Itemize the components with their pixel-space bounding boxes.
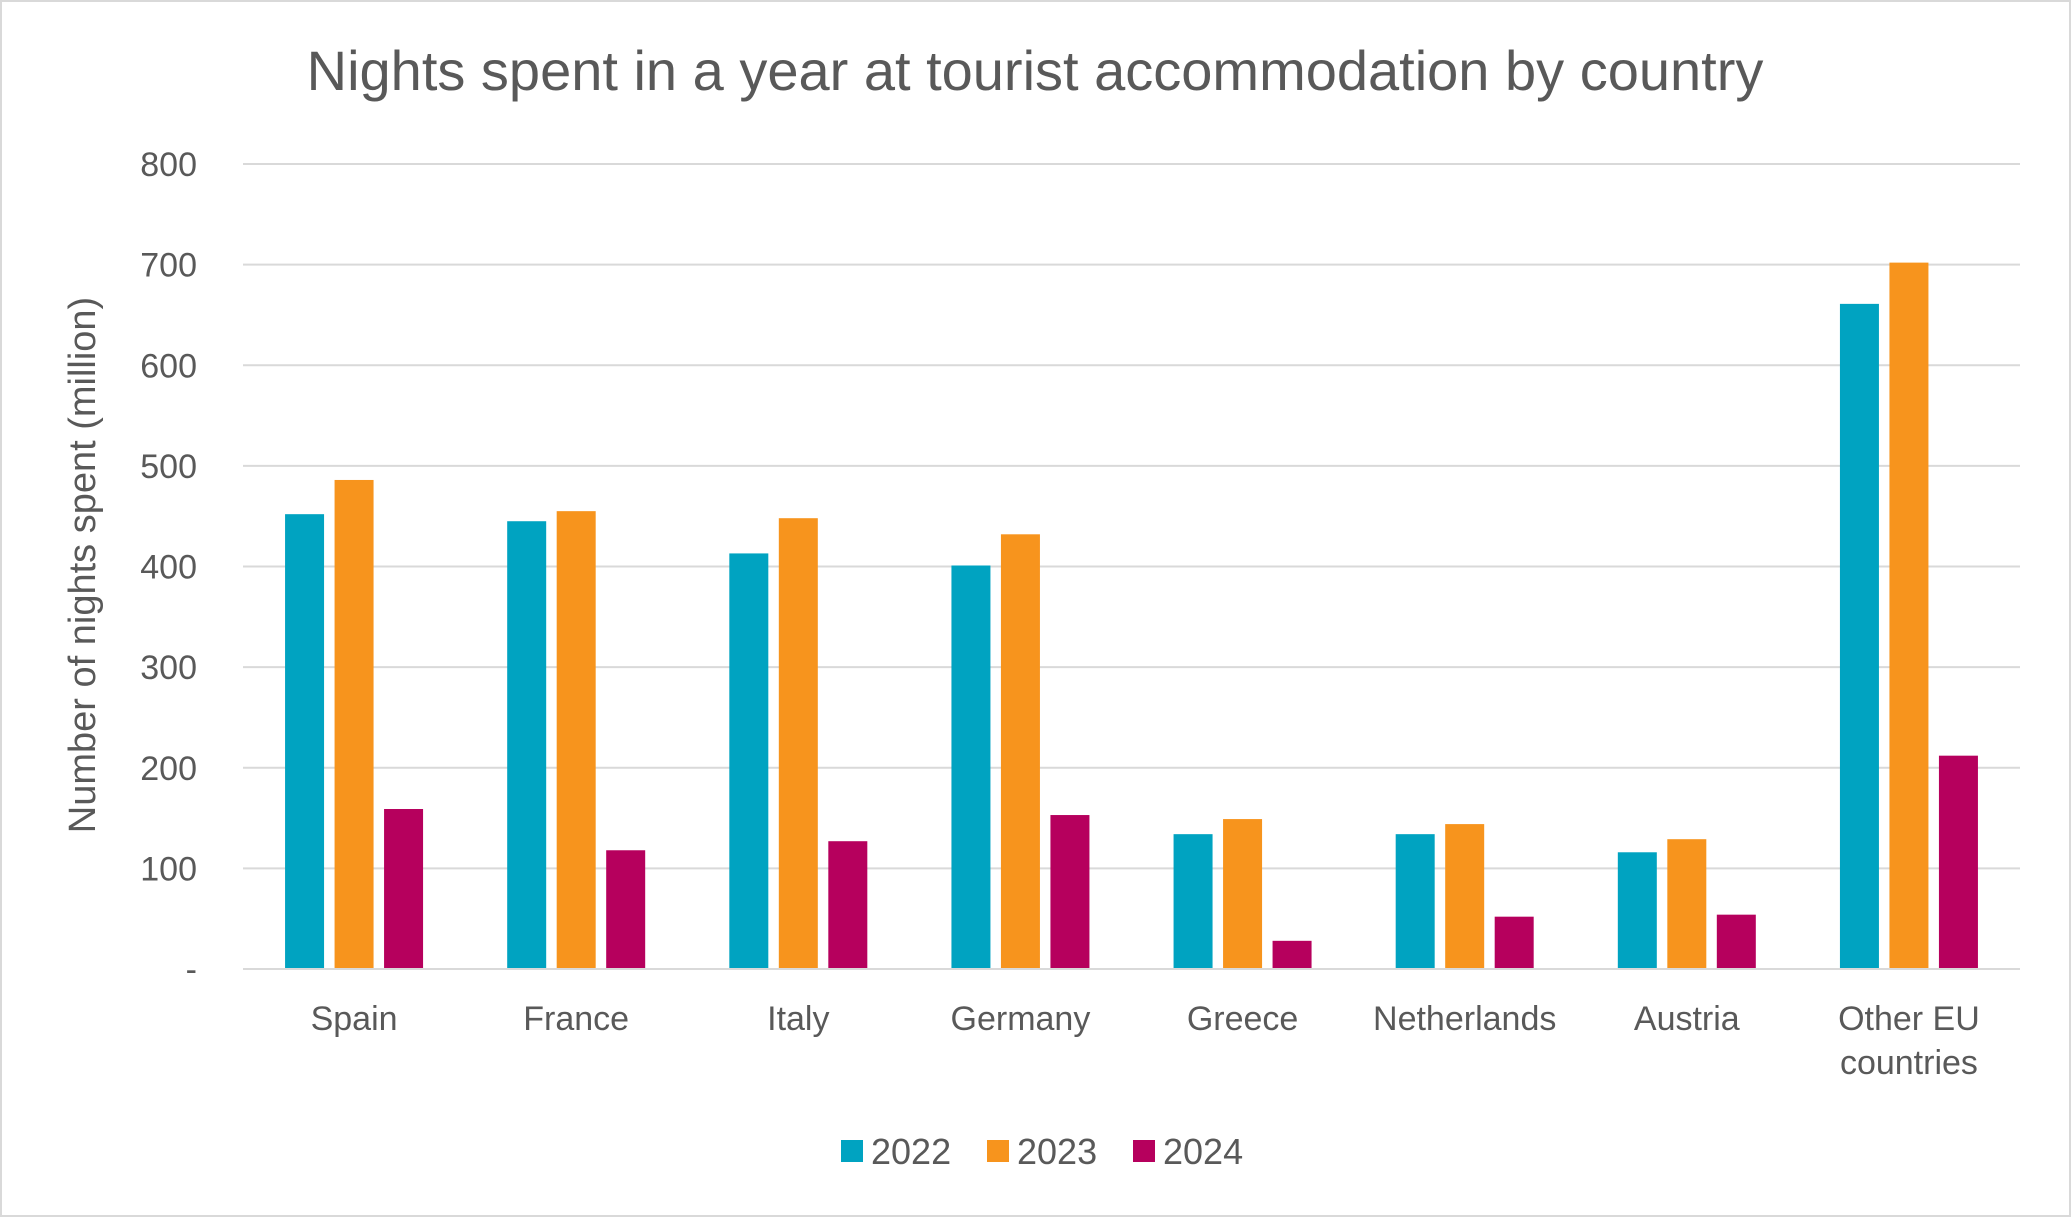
- legend-item-2024: 2024: [1133, 1131, 1243, 1172]
- y-axis-label: Number of nights spent (million): [62, 297, 104, 833]
- bar-2023-2: [778, 518, 818, 969]
- bar-2022-5: [1395, 834, 1435, 969]
- bar-2023-5: [1445, 824, 1485, 969]
- x-axis: Spain France Italy Germany Greece Netherlands…: [243, 968, 2020, 1082]
- bars: [285, 262, 1978, 969]
- bar-2024-2: [828, 841, 868, 969]
- bar-2022-6: [1617, 852, 1657, 969]
- x-tick-label: countries: [1840, 1044, 1978, 1082]
- y-axis-ticks: - 100 200 300 400 500 600 700 800: [140, 146, 197, 989]
- bar-2022-7: [1839, 303, 1879, 969]
- bar-2022-0: [285, 514, 325, 969]
- x-tick-label: Austria: [1634, 1000, 1740, 1038]
- bar-2022-3: [951, 565, 991, 969]
- bar-2023-0: [334, 479, 374, 969]
- y-tick-label: 600: [140, 347, 197, 385]
- legend: 2022 2023 2024: [841, 1131, 1243, 1172]
- bar-2023-4: [1223, 819, 1263, 969]
- y-tick-label: 200: [140, 750, 197, 788]
- bar-2023-1: [556, 511, 596, 969]
- legend-swatch: [1133, 1140, 1155, 1162]
- legend-swatch: [841, 1140, 863, 1162]
- x-tick-label: Spain: [311, 1000, 398, 1038]
- y-tick-label: 500: [140, 448, 197, 486]
- legend-item-2022: 2022: [841, 1131, 951, 1172]
- x-tick-label: Italy: [767, 1000, 829, 1038]
- bar-2024-1: [606, 850, 646, 969]
- x-tick-label: Greece: [1187, 1000, 1299, 1038]
- legend-item-2023: 2023: [987, 1131, 1097, 1172]
- legend-label: 2024: [1163, 1131, 1243, 1172]
- legend-swatch: [987, 1140, 1009, 1162]
- bar-2022-1: [507, 521, 547, 969]
- y-tick-label: 700: [140, 247, 197, 285]
- bar-2024-0: [384, 809, 424, 969]
- bar-2023-3: [1000, 534, 1040, 969]
- chart-title: Nights spent in a year at tourist accomm…: [307, 39, 1764, 102]
- x-tick-label: Germany: [951, 1000, 1091, 1038]
- bar-2024-7: [1938, 755, 1978, 969]
- x-tick-label: France: [523, 1000, 629, 1038]
- bar-2022-2: [729, 553, 769, 969]
- y-tick-label: 800: [140, 146, 197, 184]
- bar-2024-6: [1716, 914, 1756, 969]
- y-tick-label: 400: [140, 549, 197, 587]
- bar-2023-7: [1889, 262, 1929, 969]
- bar-2022-4: [1173, 834, 1213, 969]
- y-tick-label: 100: [140, 850, 197, 888]
- bar-2024-4: [1272, 940, 1312, 969]
- bar-2024-3: [1050, 815, 1090, 969]
- y-tick-label: -: [186, 951, 197, 989]
- bar-2024-5: [1494, 916, 1534, 969]
- x-tick-label: Netherlands: [1373, 1000, 1556, 1038]
- x-tick-label: Other EU: [1838, 1000, 1980, 1038]
- legend-label: 2022: [871, 1131, 951, 1172]
- bar-2023-6: [1667, 839, 1707, 969]
- legend-label: 2023: [1017, 1131, 1097, 1172]
- y-tick-label: 300: [140, 649, 197, 687]
